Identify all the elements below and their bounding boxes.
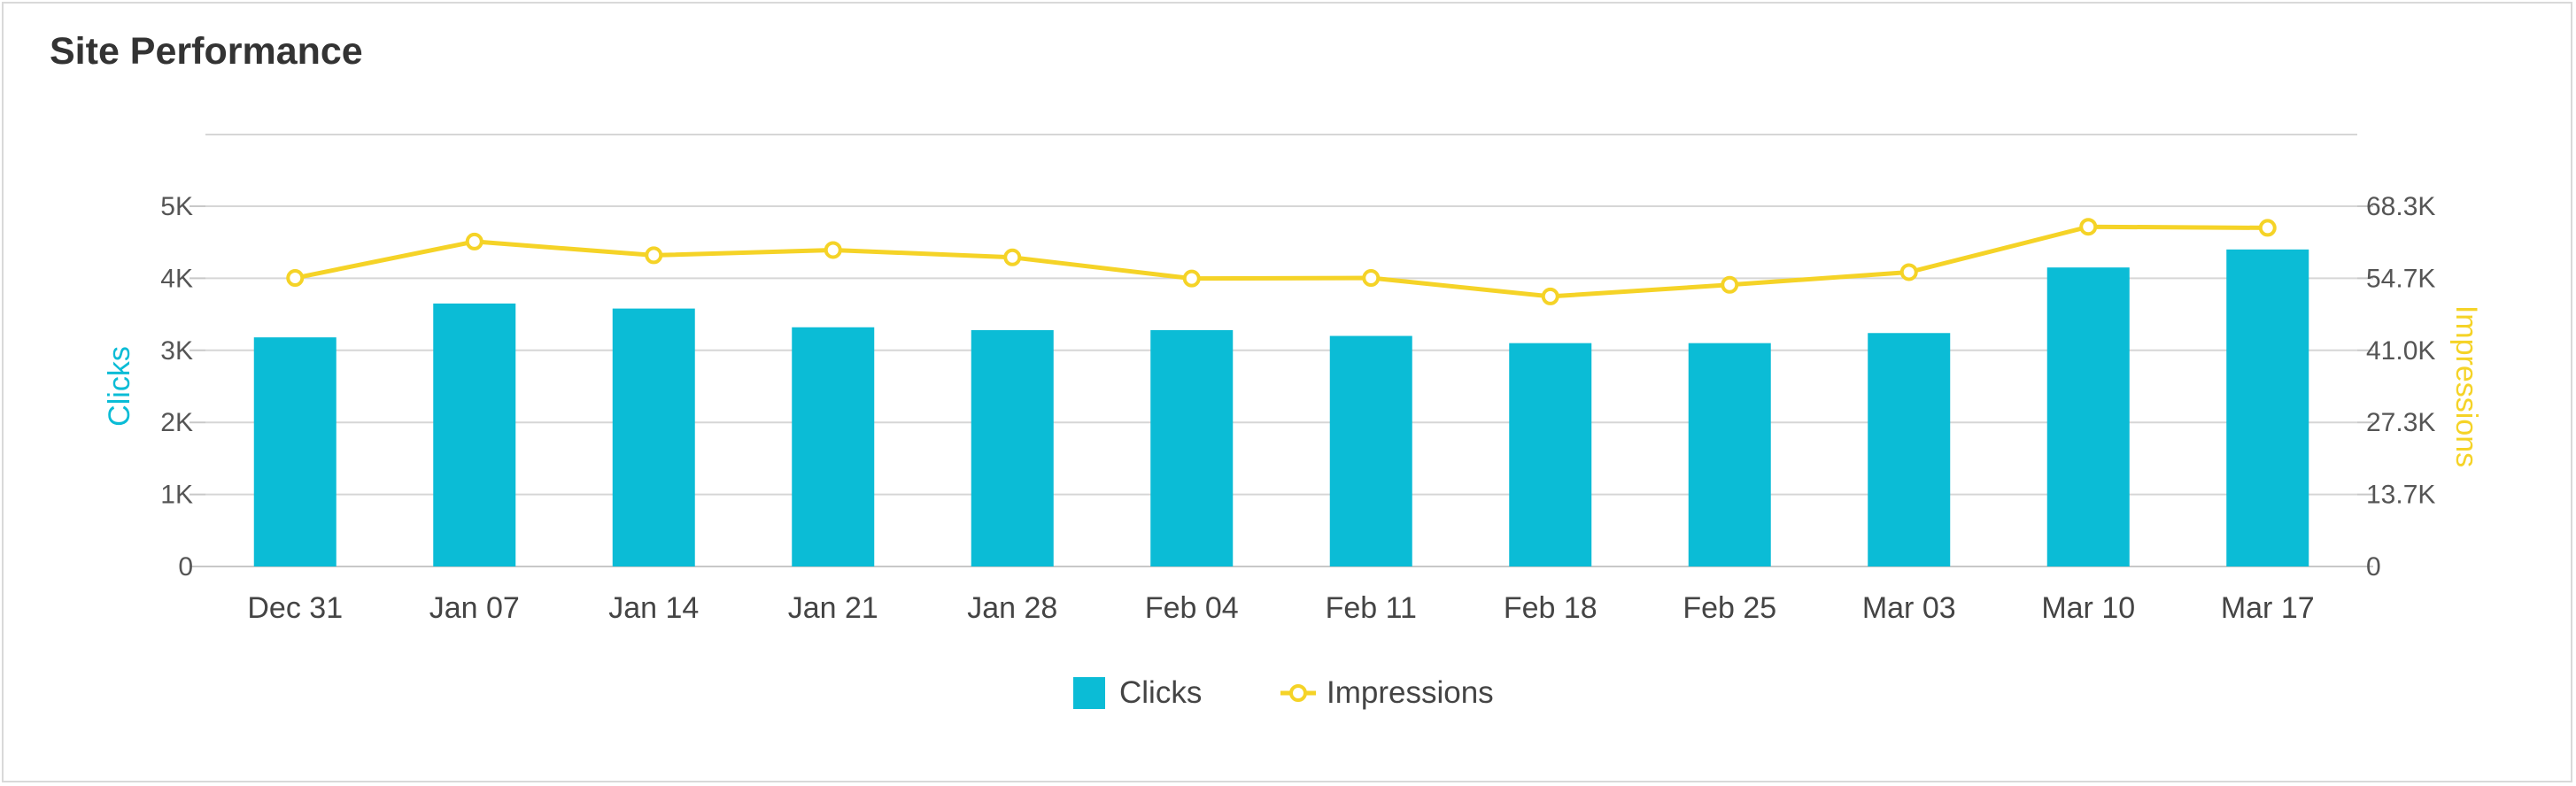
x-tick-label: Jan 28 [967,591,1057,625]
y-right-tick-label: 54.7K [2366,264,2435,293]
bar-clicks [971,330,1054,566]
legend-clicks-swatch [1073,677,1105,709]
x-tick-label: Mar 17 [2221,591,2315,625]
x-tick-label: Feb 04 [1145,591,1239,625]
bar-clicks [1509,343,1592,566]
y-right-axis-title: Impressions [2449,305,2483,467]
y-right-tick-label: 13.7K [2366,481,2435,510]
point-impressions [1003,248,1022,266]
point-impressions [1721,275,1739,294]
bar-clicks [1688,343,1771,566]
x-tick-label: Mar 10 [2041,591,2135,625]
y-left-tick-label: 4K [160,264,193,293]
legend-clicks-label: Clicks [1119,675,1202,710]
y-left-tick-label: 5K [160,192,193,221]
x-tick-label: Mar 03 [1862,591,1956,625]
point-impressions [286,269,305,288]
point-impressions [465,232,483,250]
y-right-tick-label: 0 [2366,552,2381,582]
y-left-axis-title: Clicks [103,346,136,427]
x-tick-label: Feb 11 [1326,591,1417,625]
x-tick-label: Jan 21 [788,591,878,625]
y-right-tick-label: 41.0K [2366,336,2435,366]
point-impressions [1362,269,1381,288]
x-tick-label: Dec 31 [247,591,343,625]
x-tick-label: Feb 25 [1683,591,1776,625]
y-right-tick-label: 68.3K [2366,192,2435,221]
y-left-tick-label: 3K [160,336,193,366]
bar-clicks [612,308,695,566]
y-left-tick-label: 0 [178,552,193,582]
bar-clicks [1868,333,1951,566]
y-left-tick-label: 2K [160,408,193,437]
legend-impressions-marker [1289,684,1307,702]
y-right-tick-label: 27.3K [2366,408,2435,437]
bar-clicks [2226,249,2309,566]
bar-clicks [433,303,516,566]
bar-clicks [792,327,875,566]
point-impressions [645,246,663,265]
y-left-tick-label: 1K [160,481,193,510]
point-impressions [1541,287,1559,305]
point-impressions [2079,218,2098,236]
point-impressions [1182,269,1201,288]
bar-clicks [2046,267,2130,566]
x-tick-label: Jan 07 [429,591,520,625]
x-tick-label: Jan 14 [608,591,699,625]
point-impressions [1899,263,1918,281]
point-impressions [2258,219,2277,237]
legend-impressions-label: Impressions [1327,675,1494,710]
point-impressions [824,241,842,259]
bar-clicks [1150,330,1234,566]
panel-title: Site Performance [50,30,363,73]
bar-clicks [253,337,337,566]
x-tick-label: Feb 18 [1504,591,1597,625]
line-impressions [294,224,2268,299]
bar-clicks [1329,335,1412,566]
